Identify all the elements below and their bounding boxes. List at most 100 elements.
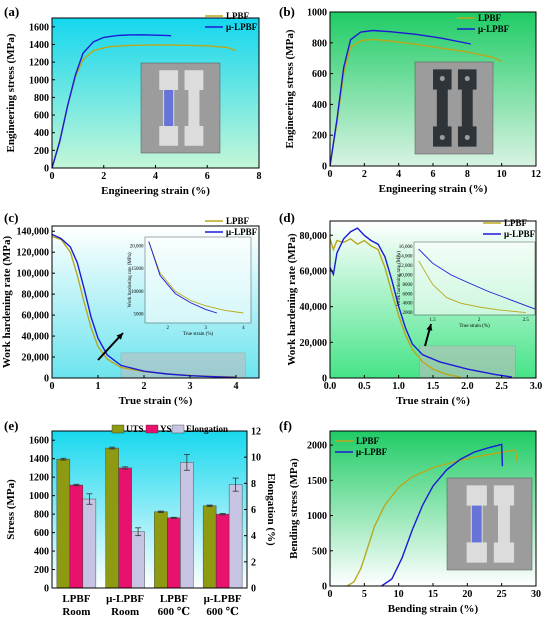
- x-tick-label: 4: [234, 381, 239, 392]
- inset-series-line: [148, 241, 218, 314]
- bar-uts: [202, 505, 217, 589]
- inset-series-line: [418, 260, 526, 314]
- x-tick-label: 0: [50, 171, 55, 182]
- y-tick-label: 800: [34, 510, 49, 521]
- y-tick-label: 200: [34, 565, 49, 576]
- x-tick-label: 3: [188, 381, 193, 392]
- inset-y-tick-label: 5000: [134, 312, 145, 317]
- x-tick-label: 0: [50, 381, 55, 392]
- panel-label: (c): [4, 210, 18, 225]
- category-sublabel: Room: [62, 606, 90, 618]
- y-tick-label: 1200: [29, 473, 49, 484]
- legend-label: LPBF: [478, 13, 502, 23]
- inset-x-tick-label: 3: [204, 326, 207, 331]
- series-line-lpbf: [346, 449, 519, 587]
- inset-frame: [144, 236, 252, 324]
- specimen-hole: [439, 134, 445, 140]
- y2-tick-label: 2: [251, 557, 256, 568]
- inset-frame: [413, 241, 536, 316]
- specimen-hole: [464, 76, 470, 82]
- chart-b: 0 2 4 6 8 10 12 0 200 400 600 800 1000 Engineering st…: [279, 4, 541, 195]
- specimen-grip: [493, 542, 515, 563]
- y-tick-label: 1400: [29, 454, 49, 465]
- category-sublabel: 600 ℃: [206, 606, 238, 618]
- legend-label: μ-LPBF: [226, 227, 258, 237]
- panel-label: (b): [279, 4, 295, 19]
- legend-label: μ-LPBF: [504, 229, 536, 239]
- y2-tick-label: 12: [251, 427, 261, 438]
- zoom-arrow-head: [426, 324, 433, 331]
- panel-a: 0 2 4 6 8 0 200 400 600 800 1000 1200 1400 1600 Engine…: [0, 0, 275, 208]
- y-axis-label: Stress (MPa): [5, 479, 17, 540]
- specimen-photo: [140, 62, 221, 154]
- legend-swatch: [111, 424, 125, 434]
- y-tick-label: 800: [312, 38, 327, 49]
- bar-ys: [167, 517, 181, 589]
- legend-label: LPBF: [226, 216, 250, 226]
- legend-label: LPBF: [356, 436, 380, 446]
- y-tick-label: 200: [34, 146, 49, 157]
- x-tick-label: 1.0: [392, 381, 405, 392]
- y-tick-label: 0: [44, 374, 49, 385]
- x-tick-label: 3.0: [530, 381, 543, 392]
- series-line-mu-lpbf: [51, 34, 172, 169]
- bar-elongation: [82, 498, 97, 589]
- photo-frame: [414, 61, 494, 155]
- photo-frame: [446, 477, 533, 571]
- y-tick-label: 0: [322, 162, 327, 173]
- panel-label: (a): [4, 4, 19, 19]
- specimen-gauge: [461, 87, 473, 129]
- zoom-arrow-head: [116, 333, 123, 340]
- x-tick-label: 15: [428, 589, 438, 600]
- specimen-photo: [446, 477, 533, 571]
- inset-y-axis-label: Work hardening rate (MPa): [397, 251, 402, 306]
- y2-axis-label: Elongation (%): [265, 473, 275, 546]
- category-label: LPBF: [62, 593, 90, 605]
- x-tick-label: 1.5: [427, 381, 440, 392]
- y-tick-label: 200: [312, 131, 327, 142]
- axes-frame: [51, 225, 260, 379]
- bar-ys: [215, 513, 230, 589]
- y-axis-label: Work hardening rate (MPa): [1, 236, 13, 369]
- x-axis-label: Engineering strain (%): [379, 183, 488, 195]
- x-tick-label: 0.5: [358, 381, 371, 392]
- series-line-mu-lpbf: [51, 233, 237, 379]
- bar-elongation: [131, 531, 145, 589]
- y2-tick-label: 8: [251, 479, 256, 490]
- y-tick-label: 20,000: [22, 353, 50, 364]
- specimen-grip: [184, 70, 204, 90]
- specimen-photo: [414, 61, 494, 155]
- y-tick-label: 400: [312, 100, 327, 111]
- y-tick-label: 0: [44, 164, 49, 175]
- y-tick-label: 140,000: [17, 227, 50, 238]
- y-tick-label: 500: [312, 546, 327, 557]
- legend-label: YS: [160, 424, 172, 434]
- x-tick-label: 0: [328, 169, 333, 180]
- x-tick-label: 10: [497, 169, 507, 180]
- x-tick-label: 8: [257, 171, 262, 182]
- x-tick-label: 0.0: [324, 381, 337, 392]
- inset-y-tick-label: 20,000: [130, 245, 144, 250]
- y-tick-label: 1200: [29, 58, 49, 69]
- y-tick-label: 120,000: [17, 248, 50, 259]
- legend-label: μ-LPBF: [226, 22, 258, 32]
- inset-y-tick-label: 10,000: [399, 273, 413, 278]
- legend-label: UTS: [126, 424, 144, 434]
- y-tick-label: 600: [312, 69, 327, 80]
- specimen-grip: [184, 126, 204, 146]
- inset-x-tick-label: 2.5: [523, 318, 530, 323]
- inset-y-tick-label: 12,000: [399, 264, 413, 269]
- legend-label: LPBF: [504, 218, 528, 228]
- category-label: μ-LPBF: [106, 593, 144, 605]
- legend-swatch: [171, 424, 185, 434]
- zoom-region: [120, 352, 246, 379]
- category-sublabel: 600 ℃: [158, 606, 190, 618]
- y-tick-label: 80,000: [22, 290, 50, 301]
- x-tick-label: 20: [462, 589, 472, 600]
- legend-label: Elongation: [186, 424, 228, 434]
- bar-uts: [56, 458, 71, 589]
- y-tick-label: 400: [34, 128, 49, 139]
- specimen-marking: [471, 505, 482, 543]
- y-tick-label: 600: [34, 111, 49, 122]
- series-line-mu-lpbf: [381, 443, 504, 587]
